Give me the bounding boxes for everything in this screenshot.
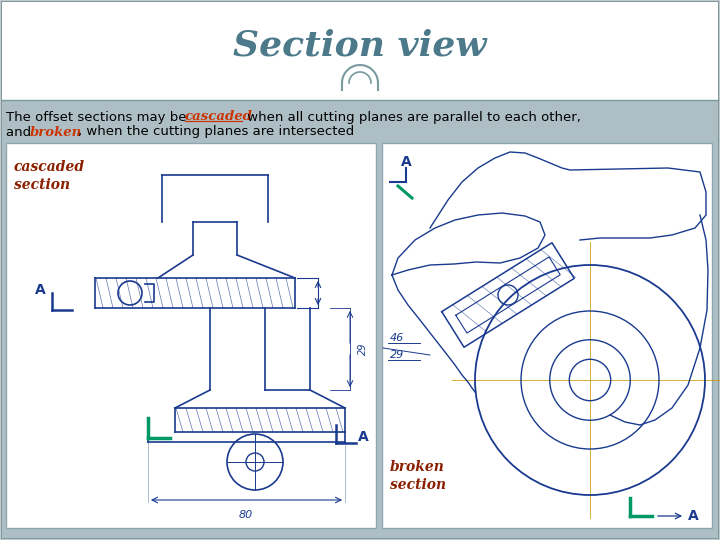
Text: cascaded: cascaded xyxy=(185,111,253,124)
Text: 46: 46 xyxy=(390,333,404,343)
Text: broken
section: broken section xyxy=(390,460,446,492)
Text: 29: 29 xyxy=(390,350,404,360)
Text: 29: 29 xyxy=(358,343,368,355)
Text: , when the cutting planes are intersected: , when the cutting planes are intersecte… xyxy=(78,125,354,138)
Text: A: A xyxy=(400,155,411,169)
Bar xyxy=(382,143,712,528)
Bar xyxy=(6,143,376,528)
Text: A: A xyxy=(358,430,369,444)
Text: The offset sections may be: The offset sections may be xyxy=(6,111,191,124)
Bar xyxy=(2,100,718,538)
Text: 80: 80 xyxy=(239,510,253,520)
Text: broken: broken xyxy=(30,125,82,138)
Text: A: A xyxy=(688,509,698,523)
Text: cascaded
section: cascaded section xyxy=(14,160,85,192)
Text: Section view: Section view xyxy=(233,28,487,62)
Text: and: and xyxy=(6,125,35,138)
Text: when all cutting planes are parallel to each other,: when all cutting planes are parallel to … xyxy=(243,111,581,124)
Text: A: A xyxy=(35,283,45,297)
Bar xyxy=(2,2,718,102)
